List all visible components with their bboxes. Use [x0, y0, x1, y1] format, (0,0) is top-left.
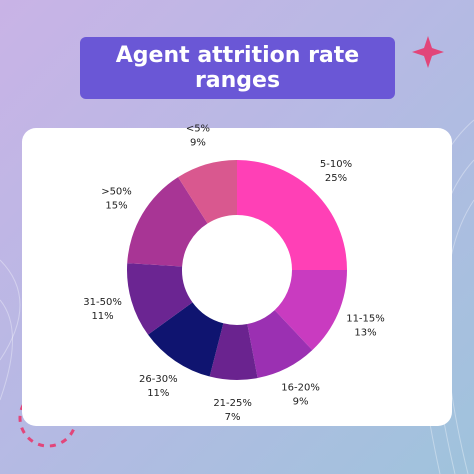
category-label: 31-50% [83, 297, 122, 308]
category-label: <5% [186, 124, 210, 135]
category-label: 21-25% [213, 398, 252, 409]
wedge [127, 177, 208, 267]
value-label: 11% [91, 311, 113, 322]
wedge [209, 323, 258, 380]
wedge [237, 160, 347, 270]
wedge [178, 160, 237, 224]
value-label: 13% [354, 328, 376, 339]
wedge [274, 270, 347, 351]
title-box: Agent attrition rate ranges [80, 37, 395, 99]
category-label: 5-10% [320, 159, 352, 170]
wedge [126, 263, 193, 335]
wedge [247, 310, 313, 379]
value-label: 11% [147, 388, 169, 399]
value-label: 7% [225, 412, 241, 423]
value-label: 25% [325, 173, 347, 184]
value-label: 9% [293, 397, 309, 408]
category-label: 11-15% [346, 314, 385, 325]
value-label: 9% [190, 138, 206, 149]
sparkle [412, 36, 444, 68]
category-label: 16-20% [281, 383, 320, 394]
value-label: 15% [105, 201, 127, 212]
chart-title: Agent attrition rate ranges [115, 43, 360, 93]
wedge [148, 302, 224, 377]
category-label: >50% [101, 187, 132, 198]
category-label: 26-30% [139, 374, 178, 385]
